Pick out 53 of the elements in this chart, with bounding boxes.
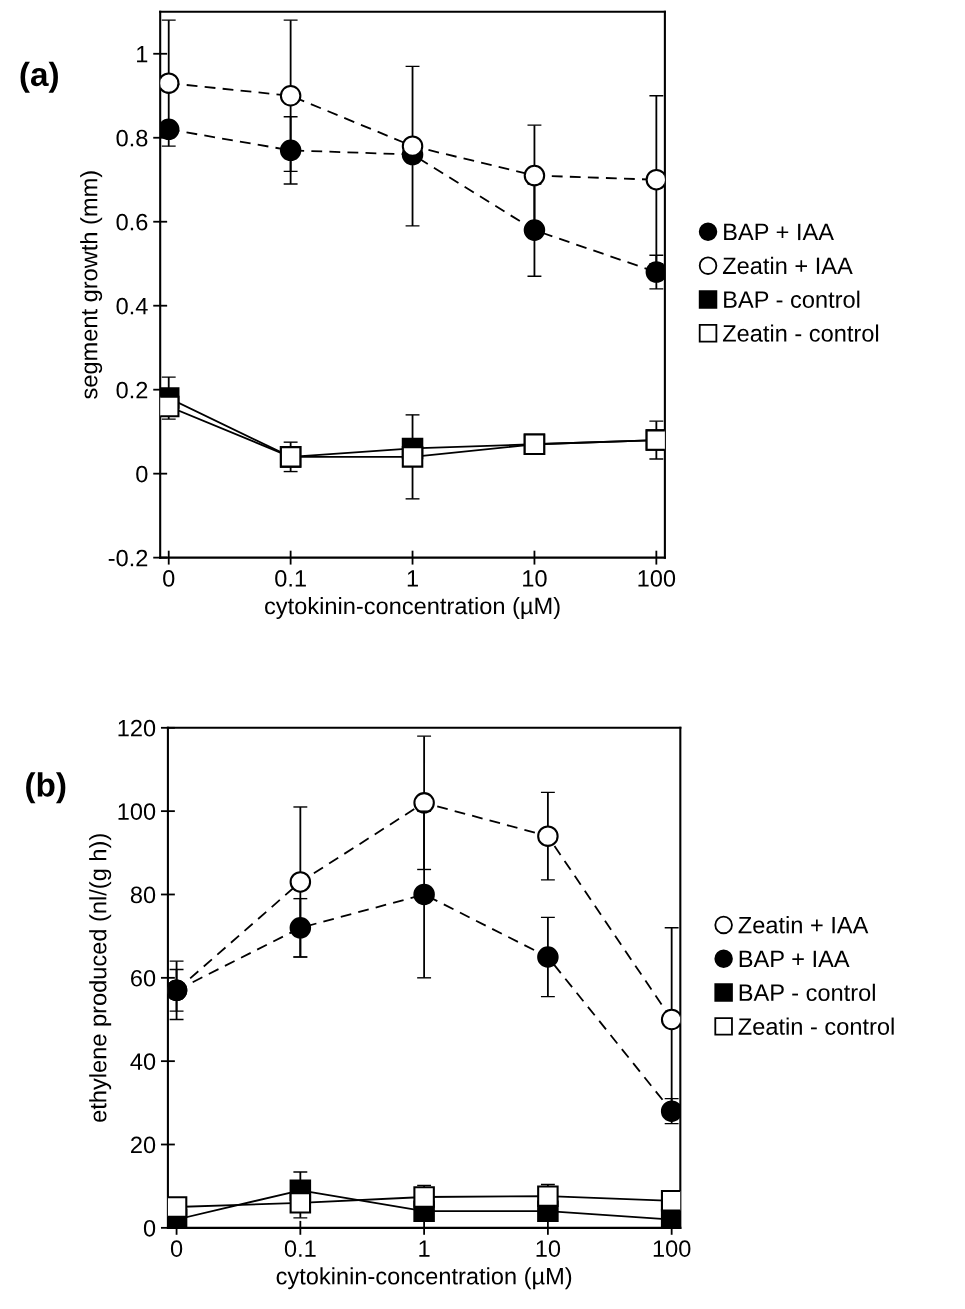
y-tick-label: 0.4 (116, 297, 148, 315)
y-tick-label: 0.2 (116, 381, 148, 399)
legend-label: Zeatin + IAA (722, 256, 853, 275)
x-axis-title: cytokinin-concentration (µM) (265, 597, 560, 620)
x-tick-label: 0.1 (275, 570, 306, 587)
text: (b) (26, 772, 66, 804)
point (413, 792, 435, 814)
x-tick-label: 1 (419, 1240, 430, 1257)
point (660, 1100, 681, 1122)
y-tick-label: 0 (136, 465, 148, 483)
y-tick-label: 40 (130, 1053, 156, 1070)
y-tick-label: 80 (130, 886, 156, 904)
y-tick-label: 0 (143, 1219, 156, 1237)
legend-label: BAP - control (724, 290, 860, 308)
y-tick-label: 100 (118, 803, 156, 820)
y-axis-title: segment growth (mm) (80, 171, 103, 399)
legend-label: BAP + IAA (739, 950, 850, 968)
x-tick-label: 0 (163, 570, 175, 587)
x-tick-label: 100 (653, 1240, 691, 1257)
point (537, 825, 559, 847)
point (523, 164, 546, 187)
point (401, 135, 424, 157)
x-tick-label: 10 (523, 570, 547, 587)
y-tick-label: 0.6 (116, 213, 148, 231)
y-tick-label: 0.8 (116, 129, 148, 147)
point (537, 946, 559, 968)
point (279, 85, 302, 107)
point (289, 1192, 312, 1214)
x-axis-title: cytokinin-concentration (µM) (276, 1267, 572, 1290)
y-tick-label: 60 (131, 969, 156, 987)
x-tick-label: 0.1 (284, 1240, 316, 1257)
point (523, 219, 546, 241)
y-axis-title: ethylene produced (nl/(g h)) (89, 834, 112, 1122)
legend-label: Zeatin - control (722, 324, 879, 342)
x-tick-label: 0 (170, 1240, 183, 1257)
point (660, 1008, 681, 1031)
point (289, 871, 312, 893)
point (401, 446, 424, 468)
legend-label: BAP + IAA (724, 223, 834, 241)
x-tick-label: 100 (638, 570, 676, 587)
y-tick-label: 20 (131, 1136, 156, 1154)
y-tick-label: 1 (137, 46, 148, 63)
y-tick-label: 120 (118, 719, 156, 737)
legend-label: BAP - control (739, 983, 875, 1002)
y-tick-label: -0.2 (108, 549, 148, 567)
point (413, 883, 435, 906)
point (289, 917, 312, 939)
legend-label: Zeatin - control (738, 1017, 894, 1035)
point (167, 1196, 188, 1218)
x-tick-label: 10 (536, 1240, 561, 1257)
text: (a) (20, 61, 58, 93)
x-tick-label: 1 (407, 570, 418, 587)
legend-label: Zeatin + IAA (738, 916, 869, 934)
